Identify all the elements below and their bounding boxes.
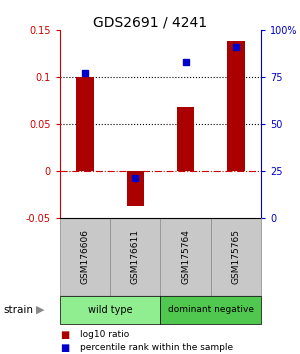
Text: percentile rank within the sample: percentile rank within the sample <box>80 343 232 352</box>
Text: ■: ■ <box>60 343 69 353</box>
Bar <box>127 171 144 206</box>
Text: GSM176606: GSM176606 <box>81 229 90 284</box>
Bar <box>211 218 261 296</box>
Text: strain: strain <box>3 305 33 315</box>
Bar <box>60 218 110 296</box>
Text: GSM176611: GSM176611 <box>131 229 140 284</box>
Bar <box>60 296 160 324</box>
Text: ■: ■ <box>60 330 69 339</box>
Bar <box>76 77 94 171</box>
Bar <box>177 107 194 171</box>
Text: wild type: wild type <box>88 305 133 315</box>
Text: GDS2691 / 4241: GDS2691 / 4241 <box>93 16 207 30</box>
Bar <box>160 296 261 324</box>
Bar <box>110 218 160 296</box>
Bar <box>227 41 245 171</box>
Text: dominant negative: dominant negative <box>168 305 254 314</box>
Bar <box>160 218 211 296</box>
Text: GSM175764: GSM175764 <box>181 229 190 284</box>
Text: ▶: ▶ <box>36 305 45 315</box>
Text: GSM175765: GSM175765 <box>231 229 240 284</box>
Text: log10 ratio: log10 ratio <box>80 330 129 339</box>
